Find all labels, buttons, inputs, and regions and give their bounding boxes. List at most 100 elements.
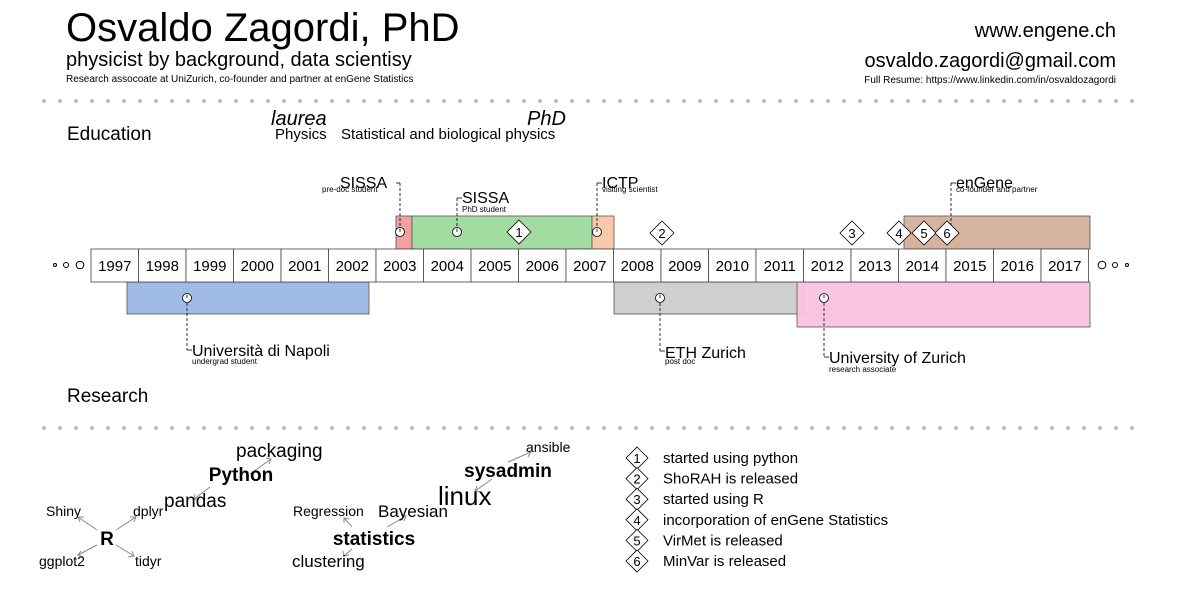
bar-sissa-phd [411, 215, 593, 250]
legend-text: started using python [663, 450, 798, 467]
year-label: 2004 [431, 258, 464, 275]
degree-phd-title: PhD [527, 108, 566, 130]
event-marker-6: 6 [934, 220, 960, 246]
label-uzh: University of Zurich [829, 350, 966, 367]
year-axis: 1997 1998 1999 2000 2001 2002 2003 2004 2005 2006… [90, 248, 1089, 283]
year-label: 2000 [241, 258, 274, 275]
svg-text:5: 5 [920, 226, 927, 241]
legend-text: started using R [663, 491, 764, 508]
bar-napoli [126, 281, 370, 315]
degree-laurea-subject: Physics [275, 126, 327, 143]
year-cell [613, 248, 662, 283]
skill-linux: linux [438, 481, 491, 511]
year-label: 2003 [383, 258, 416, 275]
legend-item: 2 ShoRAH is released [625, 467, 798, 491]
year-cell [328, 248, 377, 283]
year-label: 2010 [716, 258, 749, 275]
skill-ggplot2: ggplot2 [39, 553, 85, 569]
label-engene: enGene [956, 175, 1013, 192]
year-label: 2014 [906, 258, 939, 275]
role-sissa-predoc: pre-doc student [322, 185, 378, 194]
role-ictp: visiting scientist [602, 185, 658, 194]
legend-item: 4 incorporation of enGene Statistics [625, 508, 888, 532]
year-label: 2001 [288, 258, 321, 275]
year-cell [423, 248, 472, 283]
role-eth: post doc [665, 357, 695, 366]
year-label: 2007 [573, 258, 606, 275]
event-legend: 1 started using python 2 ShoRAH is released… [625, 446, 888, 573]
skill-clustering: clustering [292, 552, 365, 571]
role-uzh: research associate [829, 365, 897, 374]
skill-packaging: packaging [236, 441, 323, 462]
skill-dplyr: dplyr [133, 503, 164, 519]
year-label: 1997 [98, 258, 131, 275]
year-cell [803, 248, 852, 283]
education-heading: Education [67, 124, 152, 145]
degree-laurea-title: laurea [271, 108, 327, 130]
year-cell [233, 248, 282, 283]
legend-item: 6 MinVar is released [625, 549, 786, 573]
legend-number: 4 [633, 513, 640, 528]
role-engene: co-founder and partner [956, 185, 1038, 194]
year-cell [565, 248, 614, 283]
year-cell [375, 248, 424, 283]
year-cell [470, 248, 519, 283]
label-sissa-phd: SISSA [462, 190, 509, 207]
label-eth: ETH Zurich [665, 345, 746, 362]
legend-number: 5 [633, 533, 640, 548]
skill-statistics: statistics [333, 529, 415, 550]
svg-text:3: 3 [848, 226, 855, 241]
year-label: 2011 [764, 258, 796, 275]
email-link[interactable]: osvaldo.zagordi@gmail.com [864, 50, 1116, 72]
year-label: 2005 [478, 258, 511, 275]
svg-text:6: 6 [943, 226, 950, 241]
website-link[interactable]: www.engene.ch [974, 20, 1116, 42]
bar-uzh [796, 281, 1091, 328]
skill-tidyr: tidyr [135, 553, 162, 569]
skill-pandas: pandas [164, 491, 226, 512]
year-label: 1999 [193, 258, 226, 275]
svg-text:1: 1 [515, 225, 522, 240]
year-cell [755, 248, 804, 283]
year-label: 2009 [668, 258, 701, 275]
skill-ansible: ansible [526, 439, 571, 455]
legend-number: 3 [633, 492, 640, 507]
skill-arrows [77, 450, 532, 558]
skill-shiny: Shiny [46, 503, 81, 519]
axis-right-ornament [1097, 260, 1129, 270]
label-napoli: Università di Napoli [192, 343, 330, 360]
year-cell [1040, 248, 1089, 283]
year-cell [138, 248, 187, 283]
skill-r: R [100, 529, 114, 550]
event-markers: 1 2 3 4 5 6 [506, 219, 960, 246]
year-label: 2017 [1048, 258, 1081, 275]
event-marker-2: 2 [649, 220, 675, 246]
legend-item: 1 started using python [625, 446, 798, 470]
legend-text: ShoRAH is released [663, 471, 798, 488]
role-napoli: undergrad student [192, 357, 258, 366]
degree-phd-subject: Statistical and biological physics [341, 126, 556, 143]
subtitle: physicist by background, data scientisy [66, 49, 412, 71]
legend-text: VirMet is released [663, 532, 783, 549]
event-marker-4: 4 [886, 220, 912, 246]
legend-number: 2 [633, 472, 640, 487]
year-label: 2008 [621, 258, 654, 275]
year-cell [185, 248, 234, 283]
svg-text:2: 2 [658, 226, 665, 241]
year-label: 1998 [146, 258, 179, 275]
resume-link[interactable]: Full Resume: https://www.linkedin.com/in… [864, 75, 1116, 86]
skill-sysadmin: sysadmin [464, 461, 552, 482]
year-label: 2013 [858, 258, 891, 275]
tagline: Research assocoate at UniZurich, co-foun… [66, 74, 414, 85]
page-title: Osvaldo Zagordi, PhD [66, 6, 460, 50]
year-cell [518, 248, 567, 283]
year-label: 2002 [336, 258, 369, 275]
year-label: 2016 [1001, 258, 1034, 275]
event-marker-1: 1 [506, 219, 532, 245]
legend-item: 3 started using R [625, 487, 764, 511]
role-sissa-phd: PhD student [462, 205, 507, 214]
year-cell [850, 248, 899, 283]
legend-number: 1 [633, 451, 640, 466]
research-heading: Research [67, 386, 149, 407]
